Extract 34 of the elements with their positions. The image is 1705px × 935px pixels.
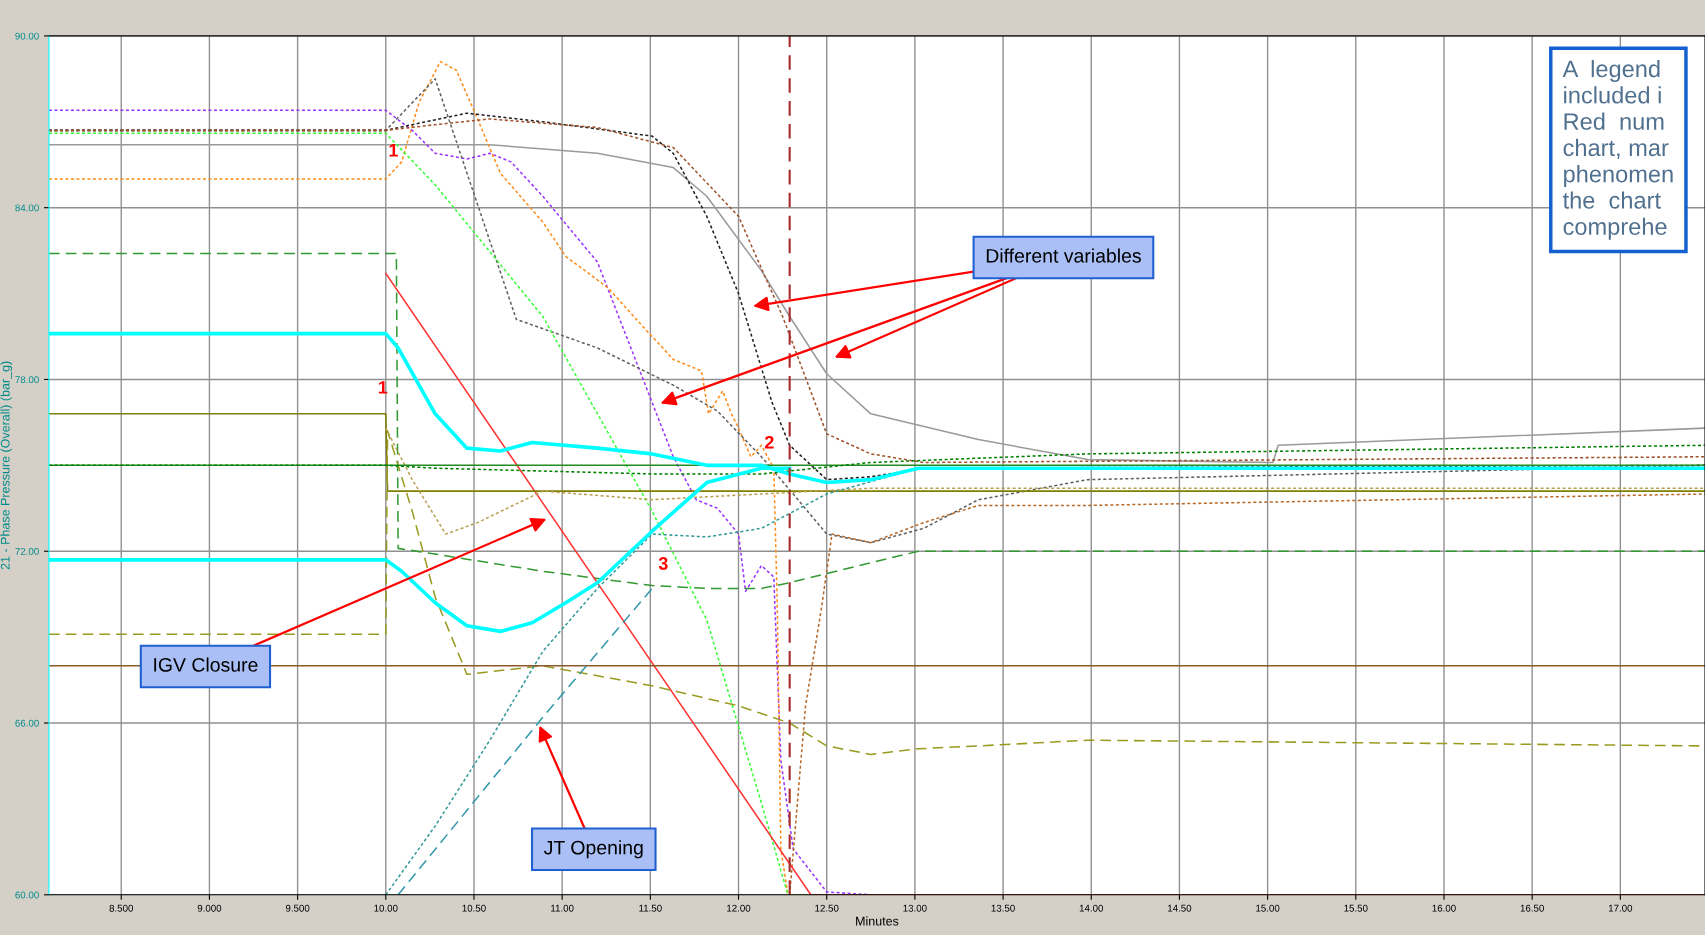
- annotation: JT Opening: [544, 840, 643, 859]
- annotation: Different variables: [986, 248, 1141, 263]
- y-tick-label: 78.00: [15, 376, 39, 384]
- annotation: IGV Closure: [154, 657, 258, 672]
- x-tick-label: 8.500: [109, 904, 134, 912]
- x-axis-title: Minutes: [856, 916, 899, 926]
- y-tick-label: 90.00: [15, 32, 39, 40]
- x-tick-label: 12.50: [815, 904, 839, 912]
- y-tick-label: 84.00: [15, 204, 39, 212]
- y-tick-label: 60.00: [15, 891, 39, 899]
- x-tick-label: 13.50: [991, 904, 1015, 912]
- x-tick-label: 10.50: [462, 904, 486, 912]
- x-tick-label: 10.00: [374, 904, 398, 912]
- x-tick-label: 11.00: [551, 904, 574, 912]
- annotation: A legend included i Red num chart, mar phenomen the chart comprehe: [1562, 59, 1673, 240]
- x-tick-label: 17.00: [1608, 904, 1633, 912]
- annotation: 1: [378, 381, 388, 394]
- x-tick-label: 11.50: [639, 904, 662, 912]
- x-tick-label: 16.00: [1432, 904, 1456, 912]
- annotation: 2: [764, 435, 774, 449]
- x-tick-label: 9.000: [197, 904, 222, 912]
- annotation: 1: [389, 144, 398, 157]
- x-tick-label: 13.00: [903, 904, 927, 912]
- x-tick-label: 9.500: [285, 904, 310, 912]
- y-tick-label: 72.00: [15, 547, 39, 555]
- y-tick-label: 66.00: [15, 719, 39, 727]
- x-tick-label: 15.50: [1344, 904, 1368, 912]
- y-axis-title: 21 - Phase Pressure (Overall) (bar_g): [0, 361, 13, 570]
- x-tick-label: 12.00: [727, 904, 751, 912]
- x-tick-label: 16.50: [1520, 904, 1544, 912]
- annotation: 3: [658, 557, 668, 570]
- x-tick-label: 14.50: [1168, 904, 1192, 912]
- x-tick-label: 14.00: [1079, 904, 1104, 912]
- x-tick-label: 15.00: [1256, 904, 1280, 912]
